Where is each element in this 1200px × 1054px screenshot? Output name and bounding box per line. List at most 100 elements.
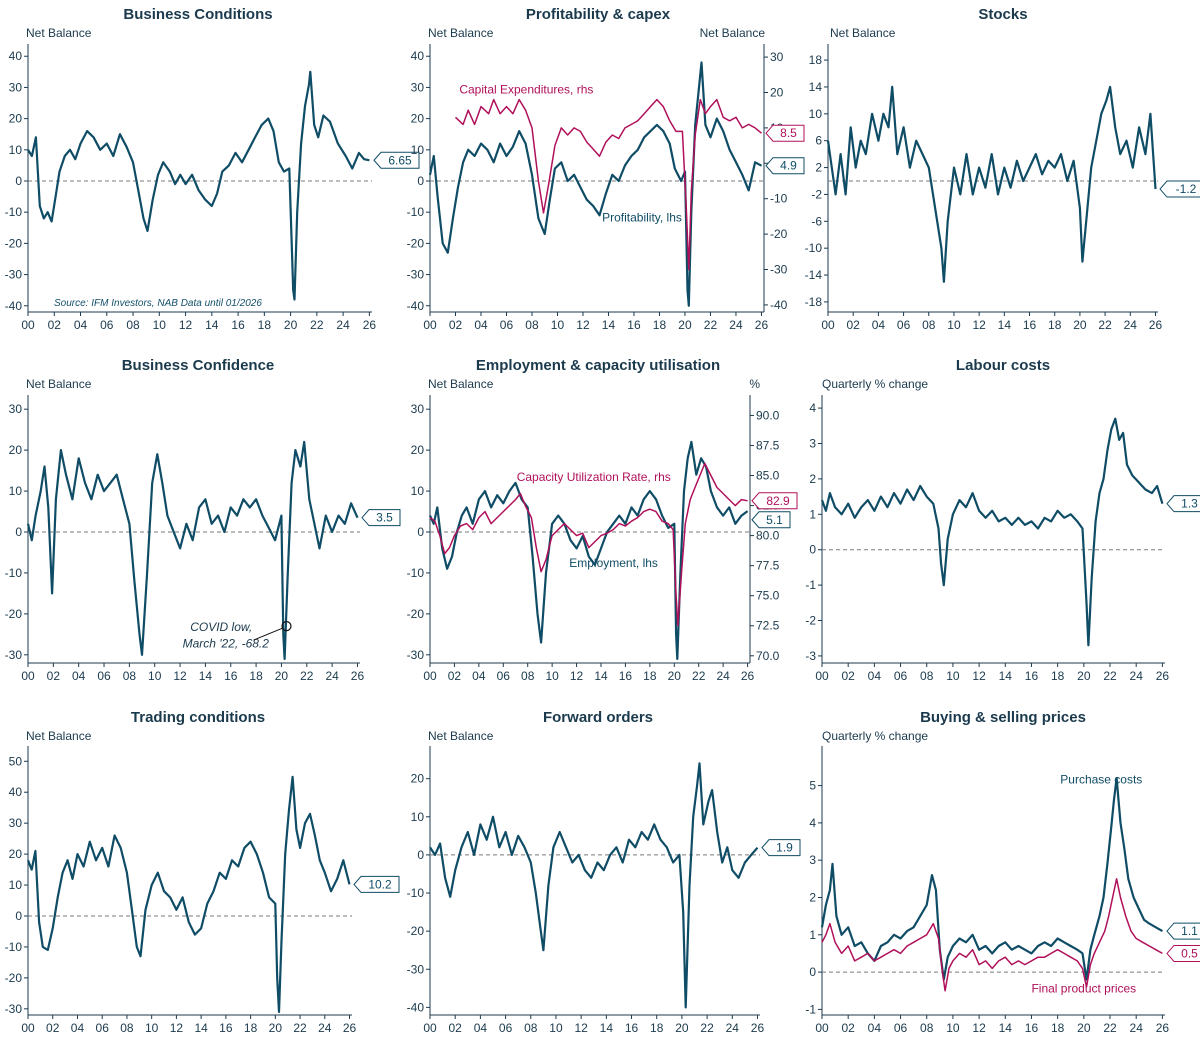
x-tick-label: 04 (72, 669, 86, 683)
value-callout-box (353, 875, 400, 893)
value-callout: 0.5 (1166, 944, 1200, 962)
y-tick-label: -40 (407, 1000, 425, 1014)
x-tick-label: 20 (1077, 669, 1091, 683)
y-tick-label: 40 (411, 49, 425, 63)
x-tick-label: 16 (1025, 1021, 1039, 1035)
x-tick-label: 22 (300, 669, 314, 683)
chart-title: Stocks (978, 6, 1027, 23)
y-tick-label: -10 (407, 566, 425, 580)
value-callout-label: -1.2 (1176, 182, 1197, 196)
value-callout-box (761, 839, 801, 857)
x-tick-label: 18 (244, 1021, 258, 1035)
y-tick-label: -30 (407, 962, 425, 976)
value-callout: 82.9 (751, 492, 798, 510)
value-callout-box (765, 124, 805, 142)
y-tick-label: -40 (407, 299, 425, 313)
y-tick-label: 0 (15, 525, 22, 539)
chart-title: Business Confidence (122, 357, 275, 374)
x-tick-label: 08 (524, 1021, 538, 1035)
y-tick-label: 2 (815, 161, 822, 175)
y-tick-label: 3 (809, 436, 816, 450)
x-tick-label: 26 (351, 669, 365, 683)
x-tick-label: 20 (1073, 318, 1087, 332)
x-tick-label: 22 (293, 1021, 307, 1035)
value-callout: 1.3 (1166, 495, 1200, 513)
x-tick-label: 00 (815, 1021, 829, 1035)
y-axis-label: Quarterly % change (822, 729, 928, 743)
x-tick-label: 20 (675, 1021, 689, 1035)
value-callout-label: 3.5 (376, 511, 393, 525)
value-callout: 4.9 (765, 157, 805, 175)
y-tick-label: -10 (5, 566, 23, 580)
x-tick-label: 02 (46, 1021, 60, 1035)
value-callout: 10.2 (353, 875, 400, 893)
x-tick-label: 12 (972, 318, 986, 332)
x-tick-label: 20 (1077, 1021, 1091, 1035)
value-callout: 6.65 (373, 151, 420, 169)
value-callout-box (1159, 180, 1200, 198)
y-tick-label: 0 (417, 174, 424, 188)
value-callout-label: 8.5 (780, 126, 797, 140)
x-tick-label: 02 (47, 669, 61, 683)
x-tick-label: 10 (551, 318, 565, 332)
y-tick-label: -30 (5, 1002, 23, 1016)
x-tick-label: 04 (472, 669, 486, 683)
value-callout-box (1166, 944, 1200, 962)
x-tick-label: 18 (258, 318, 272, 332)
x-tick-label: 20 (275, 669, 289, 683)
y-axis-label: Net Balance (428, 377, 494, 391)
y-tick-label: 1 (809, 507, 816, 521)
x-tick-label: 06 (894, 669, 908, 683)
y-tick-label: 2 (809, 890, 816, 904)
x-tick-label: 22 (1103, 669, 1117, 683)
chart-annotation: Final product prices (1031, 982, 1136, 996)
y-tick-label: 2 (809, 472, 816, 486)
y-right-tick-label: -40 (770, 298, 788, 312)
value-callout-label: 1.1 (1181, 924, 1198, 938)
x-tick-label: 10 (946, 1021, 960, 1035)
value-callout-label: 10.2 (368, 877, 392, 891)
x-tick-label: 02 (847, 318, 861, 332)
x-tick-label: 10 (545, 669, 559, 683)
value-callout-box (1166, 495, 1200, 513)
y-right-tick-label: 75.0 (756, 589, 780, 603)
value-callout-label: 5.1 (766, 513, 783, 527)
y-tick-label: 0 (15, 909, 22, 923)
chart-title: Trading conditions (131, 709, 265, 726)
value-callout-box (1166, 922, 1200, 940)
x-tick-label: 12 (972, 1021, 986, 1035)
x-tick-label: 08 (123, 669, 137, 683)
y-tick-label: -10 (5, 940, 23, 954)
source-note: Source: IFM Investors, NAB Data until 01… (54, 298, 262, 309)
x-tick-label: 10 (549, 1021, 563, 1035)
y-tick-label: -10 (407, 886, 425, 900)
x-tick-label: 04 (71, 1021, 85, 1035)
series-line-stocks (826, 85, 1157, 283)
series-line-employment-lhs (428, 440, 749, 660)
x-tick-label: 14 (600, 1021, 614, 1035)
x-tick-label: 10 (946, 669, 960, 683)
x-tick-label: 10 (947, 318, 961, 332)
x-tick-label: 10 (148, 669, 162, 683)
x-tick-label: 22 (1098, 318, 1112, 332)
x-tick-label: 02 (48, 318, 62, 332)
value-callout: 3.5 (361, 509, 401, 527)
x-tick-label: 02 (842, 1021, 856, 1035)
y-tick-label: 10 (9, 878, 23, 892)
y-tick-label: 50 (9, 754, 23, 768)
chart-title: Forward orders (543, 709, 653, 726)
y-right-tick-label: -30 (770, 263, 788, 277)
x-tick-label: 00 (21, 1021, 35, 1035)
x-tick-label: 22 (704, 318, 718, 332)
y-tick-label: 30 (9, 80, 23, 94)
x-tick-label: 26 (741, 669, 755, 683)
x-tick-label: 08 (920, 669, 934, 683)
series-line-profitability-lhs (428, 61, 763, 307)
y-tick-label: 40 (9, 49, 23, 63)
covid-low-marker (281, 621, 292, 632)
y-tick-label: -3 (805, 649, 816, 663)
series-line-business_confidence (26, 440, 359, 660)
y-tick-label: 0 (15, 174, 22, 188)
